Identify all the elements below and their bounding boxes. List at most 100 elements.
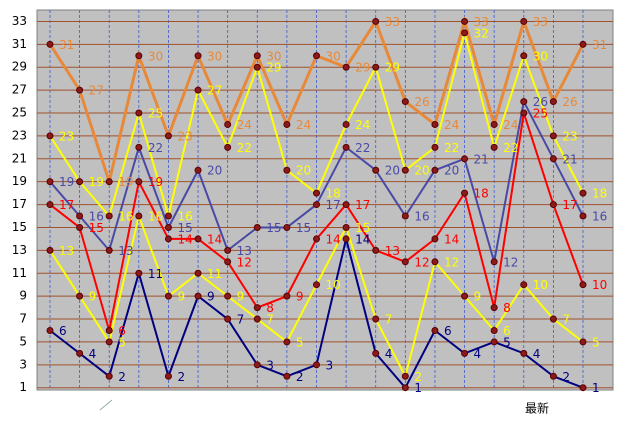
data-label: 18 — [326, 187, 341, 201]
data-label: 9 — [296, 290, 304, 304]
data-label: 19 — [89, 175, 104, 189]
data-label: 20 — [385, 164, 400, 178]
point — [431, 166, 439, 174]
point — [461, 155, 469, 163]
point — [490, 120, 498, 128]
data-label: 12 — [444, 255, 459, 269]
data-label: 29 — [355, 61, 370, 75]
data-label: 3 — [266, 358, 274, 372]
annotation: 最新 — [525, 401, 549, 416]
data-label: 17 — [326, 198, 341, 212]
point — [372, 17, 380, 25]
point — [313, 52, 320, 60]
data-label: 23 — [562, 129, 577, 143]
point — [224, 246, 232, 254]
point — [313, 201, 320, 209]
data-label: 16 — [177, 210, 192, 224]
data-label: 14 — [444, 232, 459, 246]
data-label: 26 — [414, 95, 429, 109]
stray-mark — [99, 399, 113, 411]
point — [135, 109, 143, 117]
point — [461, 292, 469, 300]
point — [46, 326, 54, 334]
point — [105, 372, 113, 380]
point — [401, 166, 409, 174]
point — [46, 246, 54, 254]
data-label: 16 — [89, 210, 104, 224]
data-label: 25 — [533, 107, 548, 121]
point — [194, 52, 202, 60]
point — [342, 120, 350, 128]
point — [490, 143, 498, 151]
point — [253, 315, 261, 323]
data-label: 4 — [385, 347, 393, 361]
point — [253, 304, 261, 312]
point — [431, 326, 439, 334]
point — [105, 212, 113, 220]
point — [105, 178, 113, 186]
point — [283, 292, 291, 300]
point — [520, 281, 528, 289]
point — [283, 120, 291, 128]
data-label: 9 — [177, 290, 185, 304]
point — [490, 304, 498, 312]
data-label: 17 — [562, 198, 577, 212]
point — [549, 155, 557, 163]
data-label: 1 — [592, 381, 600, 395]
data-label: 21 — [562, 152, 577, 166]
point — [46, 132, 54, 140]
data-label: 30 — [266, 49, 281, 63]
data-label: 15 — [266, 221, 281, 235]
point — [313, 281, 320, 289]
data-label: 16 — [592, 210, 607, 224]
data-label: 14 — [355, 232, 370, 246]
point — [224, 120, 232, 128]
point — [224, 143, 232, 151]
point — [431, 235, 439, 243]
data-label: 7 — [266, 313, 274, 327]
point — [342, 143, 350, 151]
point — [490, 338, 498, 346]
point — [164, 223, 172, 231]
data-label: 11 — [148, 267, 163, 281]
data-label: 12 — [414, 255, 429, 269]
point — [342, 223, 350, 231]
data-label: 9 — [237, 290, 245, 304]
data-label: 2 — [177, 370, 185, 384]
data-label: 23 — [59, 129, 74, 143]
point — [401, 258, 409, 266]
data-label: 8 — [266, 301, 274, 315]
point — [579, 212, 587, 220]
y-tick-label: 27 — [12, 83, 27, 97]
data-label: 24 — [503, 118, 518, 132]
point — [579, 40, 587, 48]
point — [194, 235, 202, 243]
y-tick-label: 7 — [19, 312, 27, 326]
data-label: 6 — [503, 324, 511, 338]
point — [520, 109, 528, 117]
point — [342, 63, 350, 71]
y-tick-label: 21 — [12, 151, 27, 165]
data-label: 23 — [177, 129, 192, 143]
data-label: 20 — [414, 164, 429, 178]
y-tick-label: 33 — [12, 14, 27, 28]
data-label: 19 — [59, 175, 74, 189]
data-label: 4 — [89, 347, 97, 361]
y-tick-label: 1 — [19, 380, 27, 394]
data-label: 2 — [414, 370, 422, 384]
data-label: 13 — [59, 244, 74, 258]
data-label: 6 — [59, 324, 67, 338]
data-label: 24 — [444, 118, 459, 132]
point — [224, 315, 232, 323]
data-label: 14 — [207, 232, 222, 246]
point — [549, 372, 557, 380]
y-tick-label: 31 — [12, 37, 27, 51]
data-label: 26 — [533, 95, 548, 109]
data-label: 22 — [237, 141, 252, 155]
data-label: 15 — [355, 221, 370, 235]
point — [549, 201, 557, 209]
point — [313, 235, 320, 243]
point — [76, 86, 84, 94]
data-label: 14 — [177, 232, 192, 246]
